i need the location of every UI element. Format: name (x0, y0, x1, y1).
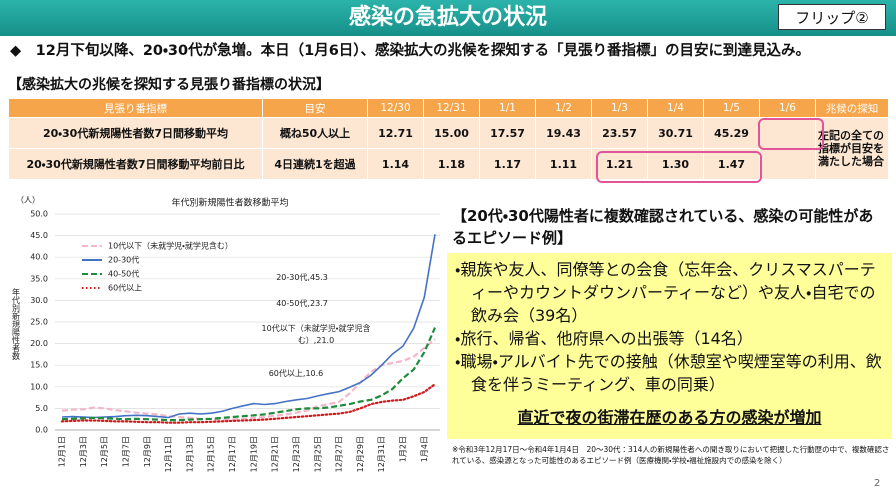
x-tick-label: 12月23日 (292, 436, 301, 472)
episode-list: ・親族や友人、同僚等との会食（忘年会、クリスマスパーティーやカウントダウンパーテ… (455, 258, 887, 396)
table-cell: 12.71 (367, 117, 424, 149)
table-cell: 1.30 (647, 148, 704, 180)
emphasis: 直近で夜の街滞在歴のある方の感染が増加 (517, 408, 822, 427)
y-tick-label: 20.0 (30, 339, 48, 348)
series-line (61, 327, 437, 422)
table-row: 20・30代新規陽性者数7日間移動平均 概ね50人以上 12.71 15.00 17.5… (8, 117, 889, 180)
table-cell: 23.57 (591, 117, 648, 149)
y-tick-label: 15.0 (30, 361, 48, 370)
series-line (60, 383, 437, 424)
column-header: 見張り番指標 (8, 98, 263, 118)
footnote: ※令和3年12月17日～令和4年1月4日 20～30代：314人の新規陽性者への… (452, 445, 890, 465)
episode-item: ・職場・アルバイト先での接触（休憩室や喫煙室等の利用、飲食を伴うミーティング、車… (455, 352, 882, 394)
highlight-box (596, 151, 762, 183)
empty-cell (759, 117, 816, 149)
table-cell: 15.00 (423, 117, 480, 149)
x-tick-label: 1月2日 (399, 436, 408, 462)
x-tick-label: 12月11日 (164, 436, 173, 472)
y-tick-label: 45.0 (30, 231, 48, 240)
column-header: 12/30 (367, 98, 424, 118)
flip-label: フリップ② (778, 4, 886, 30)
chart-title: 年代別新規陽性者数移動平均 (171, 197, 288, 209)
x-tick-label: 1月4日 (420, 436, 429, 462)
slide-title: 感染の急拡大の状況 (348, 5, 547, 30)
y-tick-label: 50.0 (30, 210, 48, 219)
column-header: 目安 (262, 98, 368, 118)
legend-label: 20-30代 (108, 255, 139, 265)
y-tick-label: 40.0 (30, 253, 48, 262)
legend-label: 40-50代 (108, 269, 139, 279)
table-title: 【感染拡大の兆候を探知する見張り番指標の状況】 (8, 77, 330, 93)
x-tick-label: 12月31日 (377, 436, 386, 472)
y-tick-label: 5.0 (35, 404, 48, 413)
table-cell: 20・30代新規陽性者数7日間移動平均前日比 (8, 148, 263, 180)
summary: ◆ 12月下旬以降、20・30代が急増。本日（1月6日）、感染拡大の兆候を探知す… (10, 43, 811, 59)
x-tick-label: 12月7日 (121, 436, 130, 467)
series-line (61, 338, 436, 422)
data-annotation: 20-30代,45.3 (276, 273, 328, 282)
episodes-title: 【20代・30代陽性者に複数確認されている、感染の可能性があるエピソード例】 (452, 207, 874, 247)
data-annotation: 40-50代,23.7 (276, 299, 328, 308)
table-cell: 1.14 (367, 148, 424, 180)
y-tick-label: 25.0 (30, 318, 48, 327)
y-tick-label: 35.0 (30, 274, 48, 283)
series-line (61, 234, 436, 419)
table-cell: 4日連続1を超過 (262, 148, 368, 180)
column-header: 1/1 (479, 98, 536, 118)
y-tick-label: 10.0 (30, 382, 48, 391)
x-tick-label: 12月13日 (185, 436, 194, 472)
x-tick-label: 12月19日 (249, 436, 258, 472)
x-tick-label: 12月5日 (100, 436, 109, 467)
column-header: 12/31 (423, 98, 480, 118)
episodes-box (447, 253, 892, 439)
column-header: 1/6 (759, 98, 816, 118)
page-number: 2 (874, 478, 881, 489)
table-cell: 1.17 (479, 148, 536, 180)
y-tick-label: 30.0 (30, 296, 48, 305)
empty-cell (759, 148, 816, 180)
data-annotation: 10代以下（未就学児・就学児含む）,21.0 (261, 324, 371, 345)
column-header: 1/5 (703, 98, 760, 118)
x-tick-label: 12月29日 (356, 436, 365, 472)
x-tick-label: 12月9日 (143, 436, 152, 467)
y-tick-label: 0.0 (35, 426, 48, 435)
detection-note: 左記の全ての指標が目安を満たした場合 (815, 117, 889, 180)
table-cell: 17.57 (479, 117, 536, 149)
x-tick-label: 12月1日 (58, 436, 67, 467)
table-cell: 19.43 (535, 117, 592, 149)
x-tick-label: 12月25日 (313, 436, 322, 472)
highlight-box (758, 118, 824, 150)
indicator-table: 見張り番指標 目安 12/30 12/31 1/1 1/2 1/3 1/4 1/5 1/6 兆候の探… (8, 98, 889, 180)
column-header: 1/2 (535, 98, 592, 118)
y-unit: （人） (16, 196, 40, 205)
table-cell: 45.29 (703, 117, 760, 149)
title-bar (0, 0, 896, 36)
x-tick-label: 12月15日 (207, 436, 216, 472)
table-cell: 20・30代新規陽性者数7日間移動平均 (8, 117, 263, 149)
x-tick-label: 12月3日 (79, 436, 88, 467)
column-header: 1/4 (647, 98, 704, 118)
table-cell: 1.18 (423, 148, 480, 180)
table-cell: 概ね50人以上 (262, 117, 368, 149)
table-cell: 1.47 (703, 148, 760, 180)
legend-label: 60代以上 (108, 283, 142, 293)
episode-item: ・親族や友人、同僚等との会食（忘年会、クリスマスパーティーやカウントダウンパーテ… (455, 260, 876, 325)
chart: 年代別新規陽性者数移動平均 （人） 年代別新規陽性者数 0.0 5.0 10.0 15.0 2… (12, 196, 440, 472)
x-tick-label: 12月21日 (271, 436, 280, 472)
y-axis-label: 年代別新規陽性者数 (12, 287, 21, 361)
column-header: 兆候の探知 (815, 98, 889, 118)
x-tick-label: 12月17日 (228, 436, 237, 472)
legend-label: 10代以下（未就学児・就学児含む） (108, 241, 233, 251)
table-row: 20・30代新規陽性者数7日間移動平均前日比 4日連続1を超過 1.14 1.18 1.… (8, 148, 889, 180)
header-row: 見張り番指標 目安 12/30 12/31 1/1 1/2 1/3 1/4 1/5 1/6 兆候の探… (8, 98, 889, 118)
column-header: 1/3 (591, 98, 648, 118)
table-cell: 1.11 (535, 148, 592, 180)
episode-item: ・旅行、帰省、他府県への出張等（14名） (455, 329, 753, 348)
table-cell: 30.71 (647, 117, 704, 149)
x-tick-label: 12月27日 (335, 436, 344, 472)
data-annotation: 60代以上,10.6 (268, 369, 324, 378)
